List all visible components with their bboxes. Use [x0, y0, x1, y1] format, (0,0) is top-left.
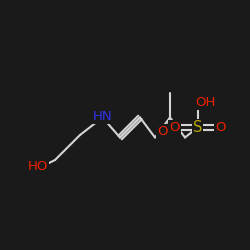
Text: S: S: [193, 120, 202, 135]
Text: O: O: [216, 121, 226, 134]
Text: HN: HN: [93, 110, 112, 123]
Text: O: O: [169, 121, 179, 134]
Text: OH: OH: [195, 96, 215, 109]
Text: HO: HO: [27, 160, 48, 173]
Text: OH: OH: [157, 125, 178, 138]
